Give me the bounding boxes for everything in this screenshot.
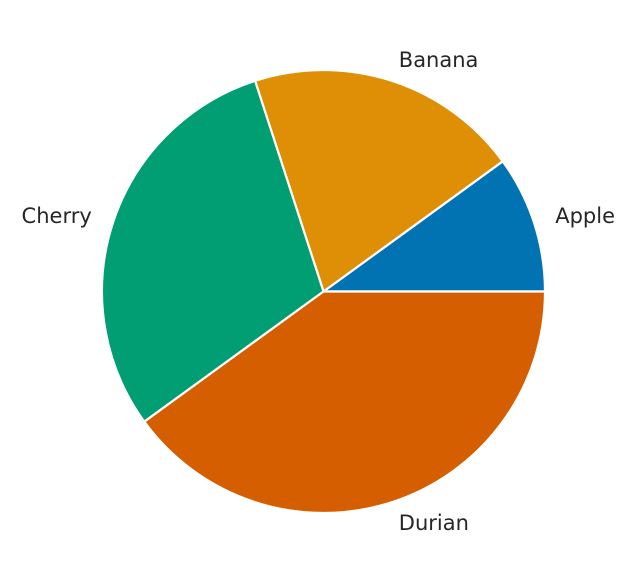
pie-label-durian: Durian bbox=[399, 511, 469, 535]
pie-slices bbox=[100, 68, 547, 515]
pie-label-cherry: Cherry bbox=[22, 204, 92, 228]
pie-slice-apple bbox=[322, 160, 547, 293]
pie-labels: Apple Banana Cherry Durian bbox=[22, 48, 615, 535]
pie-label-apple: Apple bbox=[555, 204, 615, 228]
pie-slice-banana bbox=[253, 68, 504, 293]
pie-slice-cherry bbox=[100, 79, 325, 423]
pie-label-banana: Banana bbox=[399, 48, 479, 72]
pie-slice-durian bbox=[143, 290, 547, 515]
